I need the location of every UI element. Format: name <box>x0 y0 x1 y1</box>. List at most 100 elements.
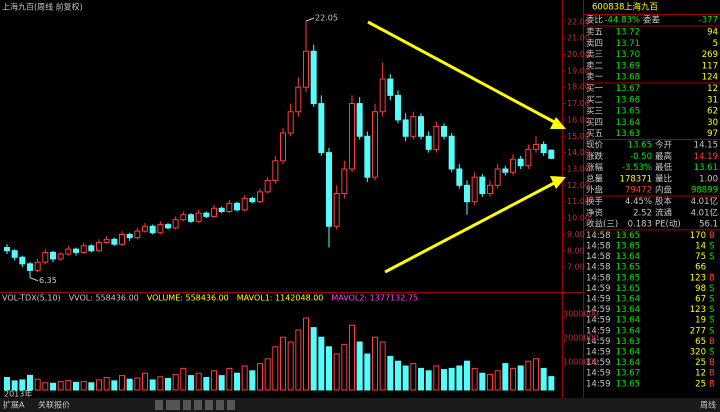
volume-bar <box>249 370 256 391</box>
stat-value: 56.1 <box>699 220 718 230</box>
candle-body <box>310 50 317 105</box>
stat-label: 现价 <box>586 141 604 151</box>
tool-button[interactable] <box>194 400 202 410</box>
tick-price: 13.64 <box>616 305 640 315</box>
y-tick-label: 1000000 <box>563 358 599 367</box>
candle-body <box>425 135 432 150</box>
volume-bar <box>195 372 202 391</box>
tool-button[interactable] <box>216 400 224 410</box>
volume-bar <box>157 376 164 391</box>
candle-body <box>494 168 501 186</box>
volume-bar <box>379 341 386 391</box>
candle-body <box>126 233 133 239</box>
book-label: 买三 <box>586 107 603 117</box>
stat-value: 13.61 <box>694 163 718 173</box>
tool-button[interactable] <box>183 400 191 410</box>
stat-label: 总量 <box>586 173 604 184</box>
volume-bar <box>111 380 118 391</box>
tick-volume: 25 <box>695 379 706 389</box>
candle-body <box>34 261 41 271</box>
y-tick-label: 15.00 <box>567 132 590 141</box>
tick-price: 13.64 <box>616 326 640 336</box>
tick-time: 14:59 <box>586 348 611 358</box>
arrow-head <box>550 176 566 189</box>
y-tick-label: 12.00 <box>567 181 590 190</box>
stat-value: 79472 <box>625 186 652 196</box>
tick-time: 14:59 <box>586 337 611 347</box>
candle-body <box>487 184 493 195</box>
book-price: 13.70 <box>616 50 640 60</box>
candle-body <box>80 245 87 253</box>
stat-label: 最低 <box>655 162 673 173</box>
candle-body <box>19 256 26 265</box>
tick-side: B <box>709 231 715 241</box>
candle-body <box>303 50 309 88</box>
stat-label: PE(动) <box>655 219 681 230</box>
tick-time: 14:59 <box>586 358 611 368</box>
candle-body <box>402 119 409 137</box>
tick-time: 14:58 <box>586 242 611 252</box>
stat-label: 外盘 <box>586 185 604 196</box>
period-label[interactable]: 周线 <box>700 400 716 410</box>
tool-button[interactable] <box>166 400 180 410</box>
volume-bar <box>448 367 455 391</box>
candle-body <box>525 148 532 167</box>
volume-bar <box>188 375 194 391</box>
volume-bar <box>149 379 156 391</box>
tick-time: 14:58 <box>586 263 611 273</box>
tab[interactable]: 关联报价 <box>38 400 70 410</box>
candle-body <box>157 224 164 234</box>
candle-body <box>65 248 72 255</box>
volume-bar <box>295 329 302 391</box>
volume-bar <box>487 373 493 391</box>
stat-label: 股本 <box>655 196 673 207</box>
volume-bar <box>272 346 279 391</box>
tick-volume: 12 <box>695 369 706 379</box>
min-label: 6.35 <box>39 276 57 285</box>
volume-bar <box>418 367 424 391</box>
volume-bar <box>96 379 102 391</box>
tool-button[interactable] <box>227 400 235 410</box>
max-label: 22.05 <box>315 13 338 22</box>
tab[interactable]: 扩展A <box>3 400 25 410</box>
volume-bar <box>517 365 524 391</box>
candle-body <box>364 135 371 178</box>
volume-bar <box>126 378 133 391</box>
legend-entry: VOLUME: 558436.00 <box>147 294 229 303</box>
candle-body <box>257 191 263 203</box>
volume-bar <box>494 370 501 391</box>
candle-body <box>333 193 340 227</box>
y-tick-label: 19.00 <box>567 66 590 75</box>
volume-bar <box>387 355 394 391</box>
candle-body <box>264 179 271 193</box>
stat-value: 14.19 <box>694 152 718 162</box>
book-label: 卖四 <box>586 39 603 49</box>
candle-body <box>50 251 56 260</box>
y-tick-label: 9.00 <box>567 230 585 239</box>
candle-body <box>441 125 447 137</box>
book-label: 卖二 <box>586 61 604 71</box>
y-tick-label: 18.00 <box>567 83 590 92</box>
candle-body <box>57 253 64 260</box>
stat-value: 1.00 <box>699 174 718 184</box>
book-label: 买一 <box>586 84 604 94</box>
candle-body <box>96 242 102 252</box>
volume-bar <box>303 317 309 391</box>
candle-body <box>418 116 424 137</box>
stat-value: 178371 <box>620 174 652 184</box>
legend-entry: MAVOL2: 1377132.75 <box>331 294 418 303</box>
y-tick-label: 7.00 <box>567 263 585 272</box>
tool-button[interactable] <box>205 400 213 410</box>
tool-button[interactable] <box>155 400 163 410</box>
book-price: 13.66 <box>616 95 640 105</box>
candle-body <box>249 197 256 203</box>
volume-bar <box>540 367 547 391</box>
candle-body <box>211 207 217 217</box>
legend-entry: VOL-TDX(5,10) <box>2 294 61 303</box>
volume-bar <box>333 353 340 391</box>
tick-volume: 170 <box>690 231 706 241</box>
volume-bar <box>119 375 125 391</box>
candle-body <box>218 207 225 213</box>
tick-volume: 98 <box>695 284 706 294</box>
tick-side: S <box>709 348 714 358</box>
